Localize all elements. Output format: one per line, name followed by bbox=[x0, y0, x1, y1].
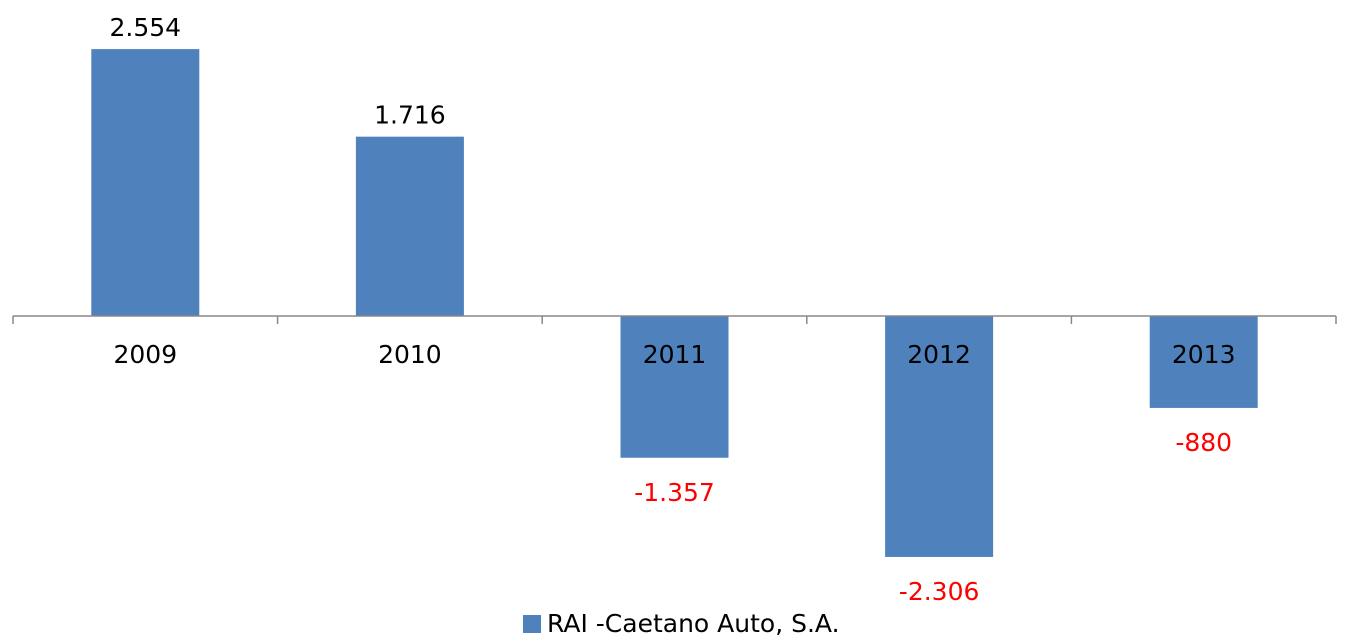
bar bbox=[620, 315, 729, 458]
x-tick-label: 2011 bbox=[643, 340, 707, 369]
data-label: -880 bbox=[1175, 428, 1232, 457]
data-label: -1.357 bbox=[634, 478, 715, 507]
x-tick-label: 2010 bbox=[378, 340, 442, 369]
x-tick-label: 2013 bbox=[1172, 340, 1236, 369]
bar bbox=[1149, 315, 1258, 408]
data-label: -2.306 bbox=[899, 577, 980, 606]
data-label: 1.716 bbox=[374, 101, 446, 130]
legend-swatch bbox=[523, 615, 541, 633]
bar bbox=[91, 49, 200, 316]
bar bbox=[355, 136, 464, 316]
x-tick-label: 2009 bbox=[113, 340, 177, 369]
x-tick-label: 2012 bbox=[907, 340, 971, 369]
legend-label: RAI -Caetano Auto, S.A. bbox=[547, 609, 840, 638]
bar bbox=[885, 315, 994, 557]
data-label: 2.554 bbox=[110, 13, 182, 42]
